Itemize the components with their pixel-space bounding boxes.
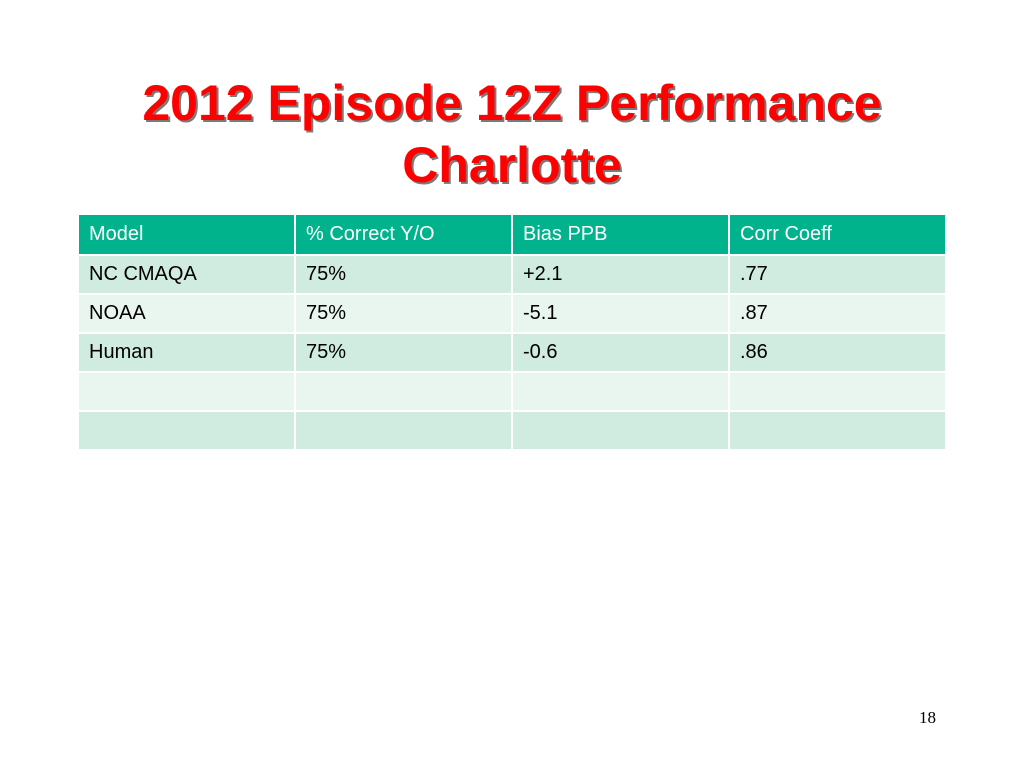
table-cell (294, 371, 513, 412)
table-cell (77, 371, 296, 412)
header-percent-correct: % Correct Y/O (294, 213, 513, 256)
table-row: NC CMAQA 75% +2.1 .77 (77, 254, 947, 295)
table-cell (294, 410, 513, 451)
slide-title: 2012 Episode 12Z Performance Charlotte (0, 72, 1024, 196)
table-cell: 75% (294, 293, 513, 334)
header-model: Model (77, 213, 296, 256)
table-row (77, 371, 947, 412)
slide-title-line-2: Charlotte (402, 137, 622, 193)
table-cell: -0.6 (511, 332, 730, 373)
table-cell: +2.1 (511, 254, 730, 295)
table-row: NOAA 75% -5.1 .87 (77, 293, 947, 334)
table-cell (728, 371, 947, 412)
table-cell: .87 (728, 293, 947, 334)
table-row: Human 75% -0.6 .86 (77, 332, 947, 373)
table-cell (77, 410, 296, 451)
table-cell: .86 (728, 332, 947, 373)
table-header-row: Model % Correct Y/O Bias PPB Corr Coeff (77, 213, 947, 256)
table-row (77, 410, 947, 451)
slide-title-line-1: 2012 Episode 12Z Performance (142, 75, 882, 131)
header-corr-coeff: Corr Coeff (728, 213, 947, 256)
table-cell: NOAA (77, 293, 296, 334)
table-cell: NC CMAQA (77, 254, 296, 295)
page-number: 18 (919, 708, 936, 727)
performance-table: Model % Correct Y/O Bias PPB Corr Coeff … (77, 213, 947, 451)
table-cell (511, 371, 730, 412)
table-cell: 75% (294, 254, 513, 295)
table-cell: .77 (728, 254, 947, 295)
table-cell: -5.1 (511, 293, 730, 334)
table-cell (728, 410, 947, 451)
header-bias-ppb: Bias PPB (511, 213, 730, 256)
table-cell: 75% (294, 332, 513, 373)
table-cell: Human (77, 332, 296, 373)
table-cell (511, 410, 730, 451)
